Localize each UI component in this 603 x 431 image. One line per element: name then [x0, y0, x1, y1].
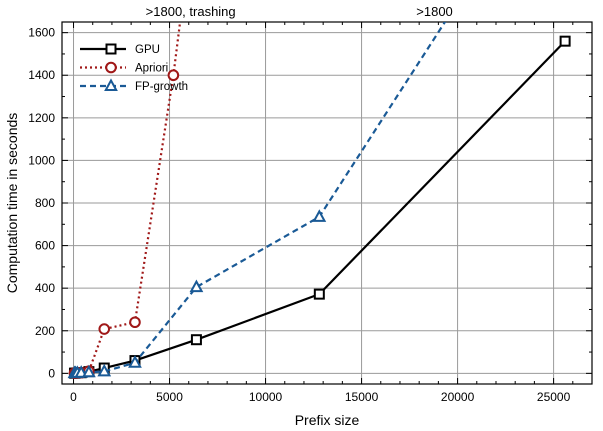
y-axis-title: Computation time in seconds — [4, 113, 20, 294]
legend-label: FP-growth — [135, 81, 188, 93]
legend-label: Apriori — [135, 63, 168, 75]
annotation-label: >1800, trashing — [146, 4, 236, 19]
square-marker — [313, 288, 325, 300]
x-tick-label: 5000 — [156, 390, 183, 404]
axis-ticks: 0 5000 10000 15000 20000 25000 0 200 400 600 800 10… — [28, 22, 592, 404]
x-tick-label: 20000 — [441, 390, 475, 404]
y-tick-label: 800 — [35, 196, 55, 210]
legend: GPU Apriori FP-growth — [80, 43, 188, 93]
y-tick-label: 200 — [35, 324, 55, 338]
y-tick-label: 0 — [48, 366, 55, 380]
y-tick-label: 1200 — [28, 111, 55, 125]
series-group — [67, 22, 571, 379]
y-tick-label: 400 — [35, 281, 55, 295]
triangle-marker — [104, 78, 118, 91]
legend-label: GPU — [135, 44, 160, 56]
circle-marker — [98, 323, 111, 335]
triangle-marker — [189, 279, 204, 293]
circle-marker — [167, 69, 180, 82]
square-marker — [105, 43, 117, 55]
x-tick-label: 0 — [70, 390, 77, 404]
y-tick-label: 1000 — [28, 153, 55, 167]
circle-marker — [105, 61, 117, 74]
series-fp-growth — [67, 22, 447, 379]
square-marker — [559, 35, 571, 47]
annotations: >1800, trashing >1800 — [146, 4, 453, 19]
y-tick-label: 1400 — [28, 68, 55, 82]
x-tick-label: 15000 — [345, 390, 379, 404]
circle-marker — [129, 316, 141, 329]
y-tick-label: 1600 — [28, 26, 55, 40]
y-tick-label: 600 — [35, 239, 55, 253]
x-tick-label: 10000 — [249, 390, 283, 404]
x-axis-title: Prefix size — [295, 412, 360, 428]
triangle-marker — [312, 209, 327, 222]
triangle-marker — [128, 355, 142, 368]
triangle-marker — [81, 364, 96, 378]
x-tick-label: 25000 — [537, 390, 571, 404]
grid-lines — [62, 22, 592, 384]
annotation-label: >1800 — [416, 4, 453, 19]
square-marker — [190, 334, 202, 346]
triangle-marker — [97, 363, 112, 377]
